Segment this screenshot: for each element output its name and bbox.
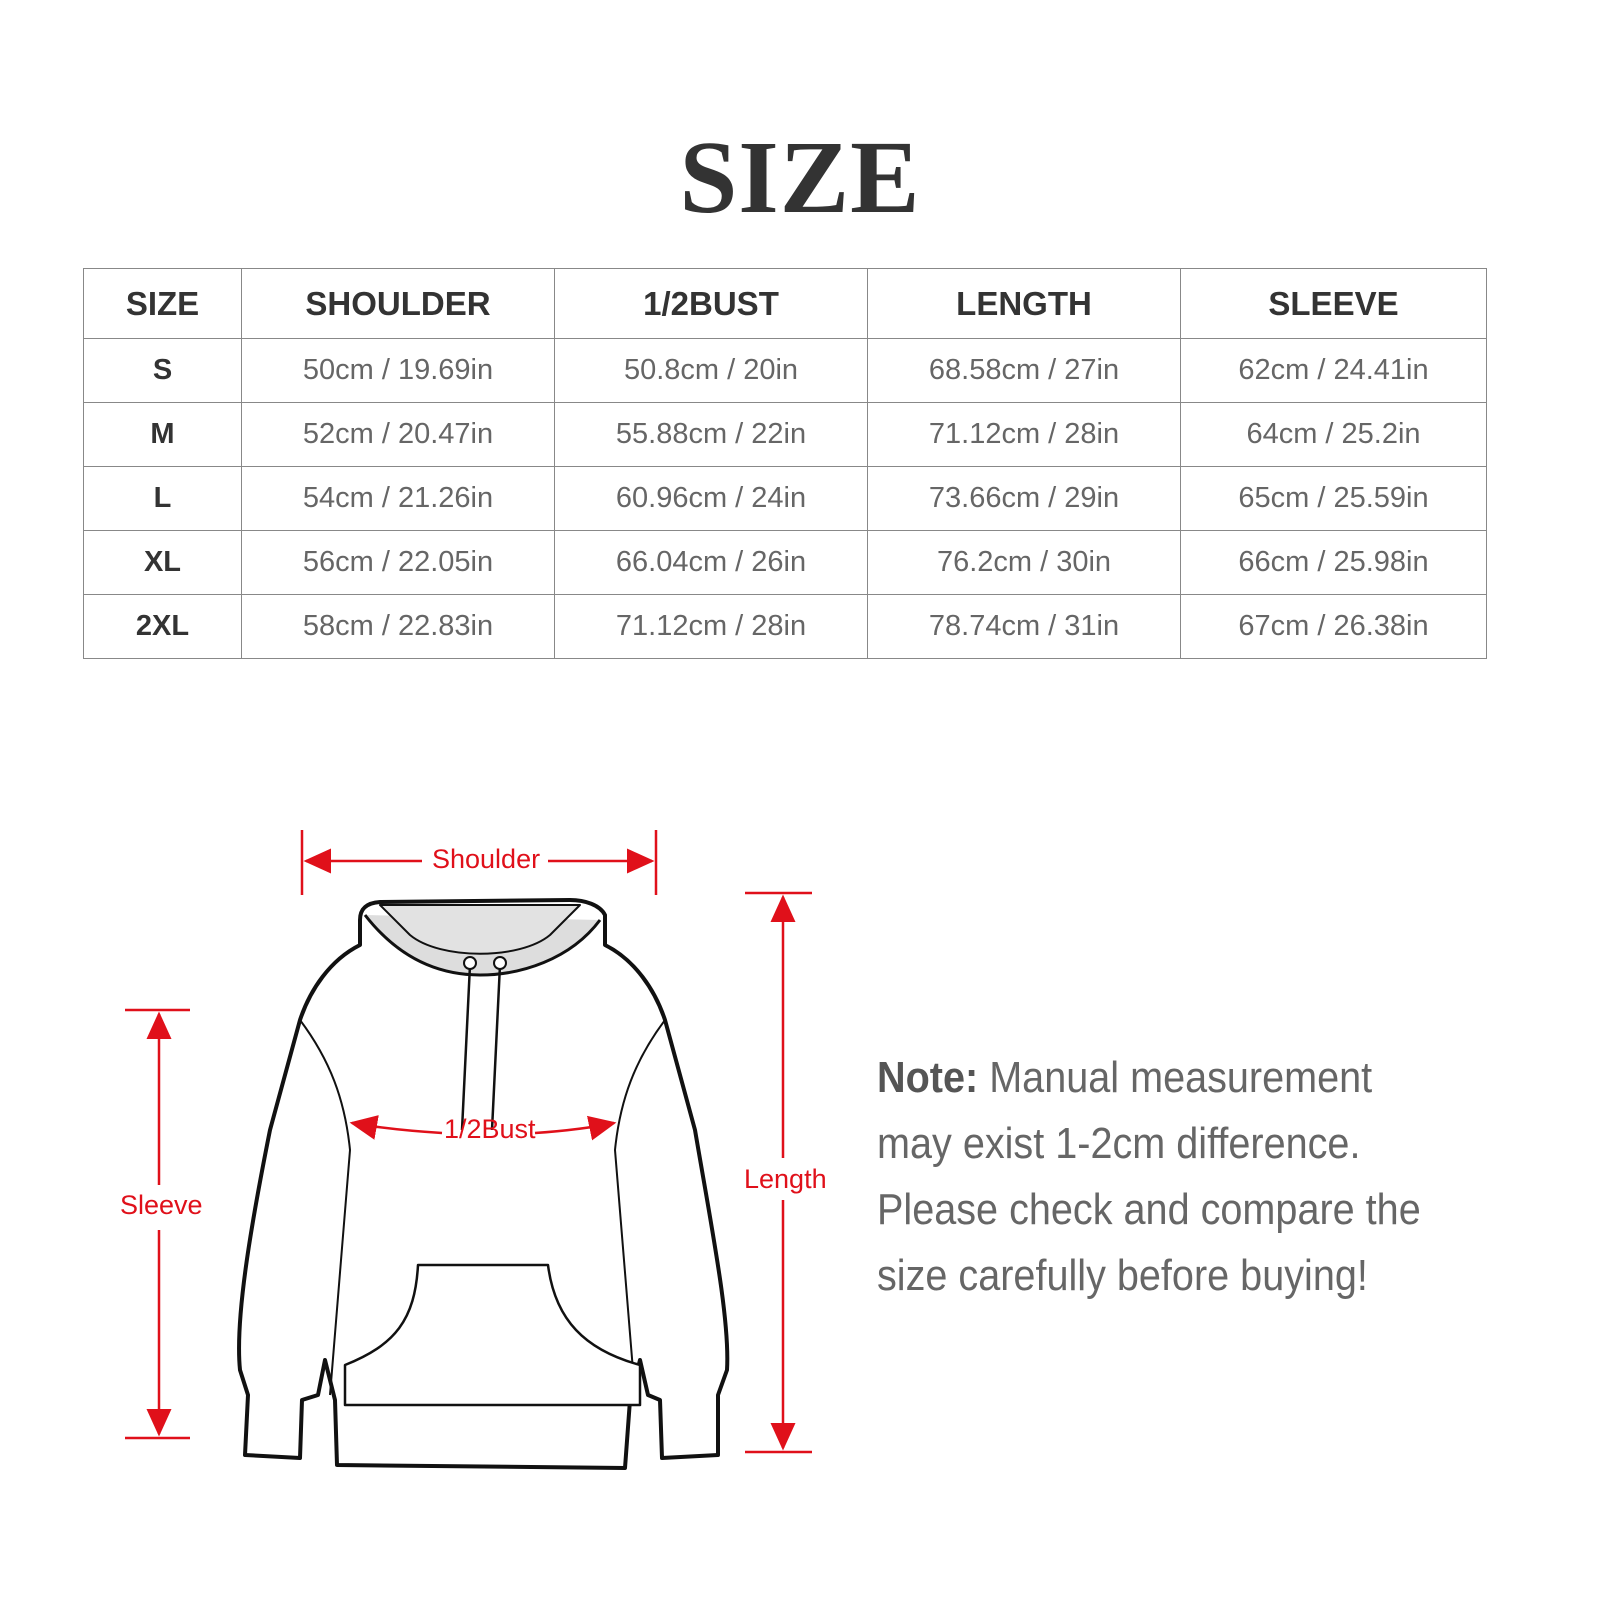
page-title: SIZE — [679, 120, 921, 235]
length-label: Length — [740, 1164, 831, 1195]
note-body: Manual measurement may exist 1-2cm diffe… — [877, 1053, 1421, 1300]
bust-label: 1/2Bust — [444, 1114, 536, 1144]
measurement-cell: 66.04cm / 26in — [554, 530, 868, 595]
table-header-row: SIZE SHOULDER 1/2BUST LENGTH SLEEVE — [83, 268, 1487, 339]
shoulder-label: Shoulder — [428, 844, 545, 875]
measurement-lines — [125, 830, 812, 1454]
size-cell: L — [83, 466, 242, 531]
measurement-cell: 73.66cm / 29in — [867, 466, 1181, 531]
header-cell: SLEEVE — [1180, 268, 1487, 339]
measurement-cell: 64cm / 25.2in — [1180, 402, 1487, 467]
measurement-cell: 62cm / 24.41in — [1180, 338, 1487, 403]
measurement-cell: 50cm / 19.69in — [241, 338, 555, 403]
hoodie-illustration — [237, 898, 730, 1470]
size-table: SIZE SHOULDER 1/2BUST LENGTH SLEEVE S 50c… — [83, 268, 1487, 659]
measurement-cell: 65cm / 25.59in — [1180, 466, 1487, 531]
table-row: M 52cm / 20.47in 55.88cm / 22in 71.12cm / 2… — [83, 402, 1487, 467]
measurement-cell: 55.88cm / 22in — [554, 402, 868, 467]
table-row: L 54cm / 21.26in 60.96cm / 24in 73.66cm / 2… — [83, 466, 1487, 531]
note-text: Note: Manual measurement may exist 1-2cm… — [877, 1045, 1453, 1309]
table-row: 2XL 58cm / 22.83in 71.12cm / 28in 78.74cm /… — [83, 594, 1487, 659]
header-cell: 1/2BUST — [554, 268, 868, 339]
size-cell: 2XL — [83, 594, 242, 659]
measurement-cell: 66cm / 25.98in — [1180, 530, 1487, 595]
measurement-cell: 54cm / 21.26in — [241, 466, 555, 531]
measurement-cell: 58cm / 22.83in — [241, 594, 555, 659]
header-cell: LENGTH — [867, 268, 1181, 339]
measurement-cell: 50.8cm / 20in — [554, 338, 868, 403]
sleeve-label: Sleeve — [116, 1190, 207, 1221]
measurement-cell: 60.96cm / 24in — [554, 466, 868, 531]
size-cell: M — [83, 402, 242, 467]
measurement-cell: 78.74cm / 31in — [867, 594, 1181, 659]
measurement-cell: 67cm / 26.38in — [1180, 594, 1487, 659]
table-row: S 50cm / 19.69in 50.8cm / 20in 68.58cm / 27… — [83, 338, 1487, 403]
measurement-cell: 56cm / 22.05in — [241, 530, 555, 595]
table-row: XL 56cm / 22.05in 66.04cm / 26in 76.2cm / 3… — [83, 530, 1487, 595]
measurement-cell: 76.2cm / 30in — [867, 530, 1181, 595]
header-cell: SIZE — [83, 268, 242, 339]
measurement-cell: 71.12cm / 28in — [554, 594, 868, 659]
size-cell: S — [83, 338, 242, 403]
measurement-cell: 71.12cm / 28in — [867, 402, 1181, 467]
note-label: Note: — [877, 1053, 979, 1102]
measurement-cell: 52cm / 20.47in — [241, 402, 555, 467]
